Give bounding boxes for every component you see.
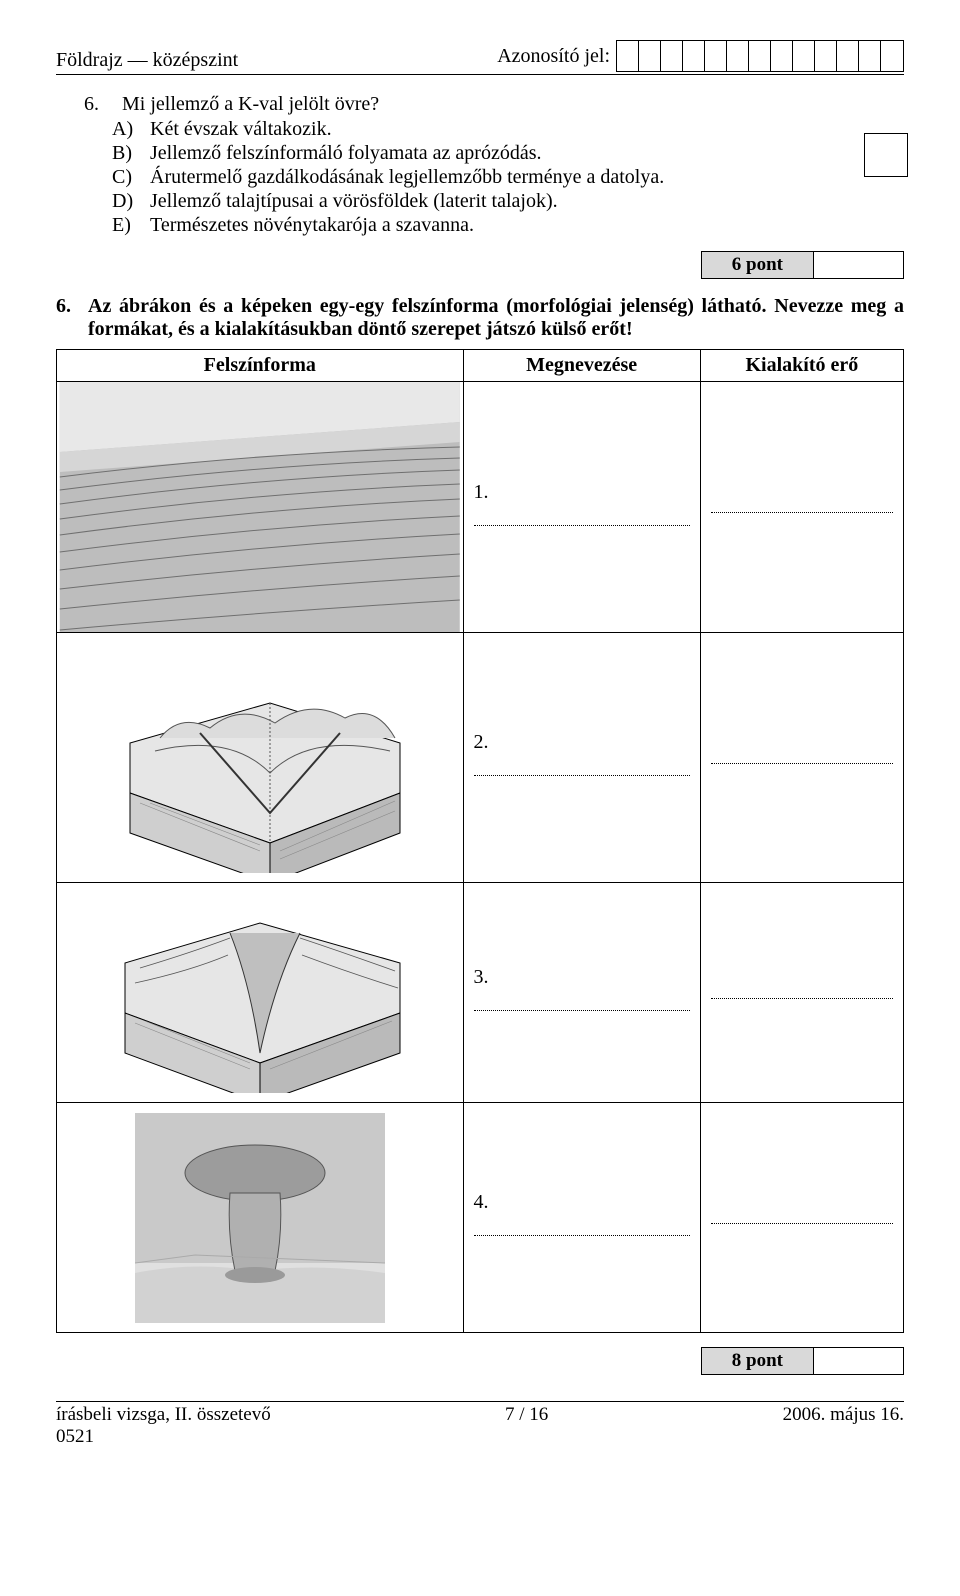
footer-left: írásbeli vizsga, II. összetevő [56,1404,271,1426]
name-cell-4[interactable]: 4. [463,1103,700,1333]
id-box-cell[interactable] [837,41,859,71]
dotted-line [711,979,893,999]
table-row: 2. [57,633,904,883]
id-box-cell[interactable] [705,41,727,71]
points-6-score[interactable] [814,251,904,279]
dotted-line [711,1204,893,1224]
landform-image-1 [57,382,464,633]
table-row: 3. [57,883,904,1103]
footer: írásbeli vizsga, II. összetevő 0521 7 / … [56,1402,904,1448]
opt-D-letter: D) [112,190,138,213]
id-box-cell[interactable] [815,41,837,71]
force-cell-3[interactable] [700,883,903,1103]
table-row: 1. [57,382,904,633]
landform-image-2 [57,633,464,883]
id-boxes[interactable] [616,40,904,72]
landform-table: Felszínforma Megnevezése Kialakító erő [56,349,904,1333]
opt-E-text: Természetes növénytakarója a szavanna. [150,214,474,237]
name-cell-1[interactable]: 1. [463,382,700,633]
answer-box[interactable] [864,133,908,177]
points-8-label: 8 pont [701,1347,814,1375]
dotted-line [474,756,690,776]
points-6-label: 6 pont [701,251,814,279]
opt-C-letter: C) [112,166,138,189]
dotted-line [711,744,893,764]
row2-num: 2. [474,731,489,754]
dotted-line [474,1216,690,1236]
id-box-cell[interactable] [639,41,661,71]
opt-A-letter: A) [112,118,138,141]
landform-image-4 [57,1103,464,1333]
task6-text: Az ábrákon és a képeken egy-egy felszínf… [88,295,904,341]
task-6-heading: 6. Az ábrákon és a képeken egy-egy felsz… [56,295,904,341]
opt-E-letter: E) [112,214,138,237]
id-box-cell[interactable] [749,41,771,71]
mushroom-rock-icon [135,1113,385,1323]
row3-num: 3. [474,966,489,989]
v-valley-block-icon [100,643,420,873]
force-cell-1[interactable] [700,382,903,633]
dotted-line [474,991,690,1011]
name-cell-2[interactable]: 2. [463,633,700,883]
canyon-block-icon [100,893,420,1093]
points-bar-6: 6 pont [56,251,904,279]
subject-level: Földrajz — középszint [56,49,238,72]
q6-prompt: Mi jellemző a K-val jelölt övre? [122,93,904,116]
footer-left2: 0521 [56,1426,271,1448]
force-cell-4[interactable] [700,1103,903,1333]
id-area: Azonosító jel: [497,40,904,72]
opt-B-text: Jellemző felszínformáló folyamata az apr… [150,142,542,165]
points-8-score[interactable] [814,1347,904,1375]
q6-number: 6. [84,93,110,116]
id-box-cell[interactable] [617,41,639,71]
points-bar-8: 8 pont [56,1347,904,1375]
th-force: Kialakító erő [700,350,903,382]
id-box-cell[interactable] [793,41,815,71]
id-box-cell[interactable] [683,41,705,71]
opt-B-letter: B) [112,142,138,165]
row1-num: 1. [474,481,489,504]
dotted-line [711,493,893,513]
th-form: Felszínforma [57,350,464,382]
table-row: 4. [57,1103,904,1333]
landform-image-3 [57,883,464,1103]
footer-right: 2006. május 16. [783,1404,904,1448]
page-header: Földrajz — középszint Azonosító jel: [56,40,904,75]
question-6: 6. Mi jellemző a K-val jelölt övre? A) Ké… [84,93,904,237]
name-cell-3[interactable]: 3. [463,883,700,1103]
id-label: Azonosító jel: [497,45,610,68]
id-box-cell[interactable] [881,41,903,71]
id-box-cell[interactable] [727,41,749,71]
opt-A-text: Két évszak váltakozik. [150,118,332,141]
row4-num: 4. [474,1191,489,1214]
task6-number: 6. [56,295,78,341]
opt-C-text: Árutermelő gazdálkodásának legjellemzőbb… [150,166,664,189]
sand-ripples-icon [57,382,463,632]
force-cell-2[interactable] [700,633,903,883]
opt-D-text: Jellemző talajtípusai a vörösföldek (lat… [150,190,558,213]
dotted-line [474,506,690,526]
id-box-cell[interactable] [661,41,683,71]
id-box-cell[interactable] [771,41,793,71]
id-box-cell[interactable] [859,41,881,71]
footer-center: 7 / 16 [505,1404,548,1448]
th-name: Megnevezése [463,350,700,382]
